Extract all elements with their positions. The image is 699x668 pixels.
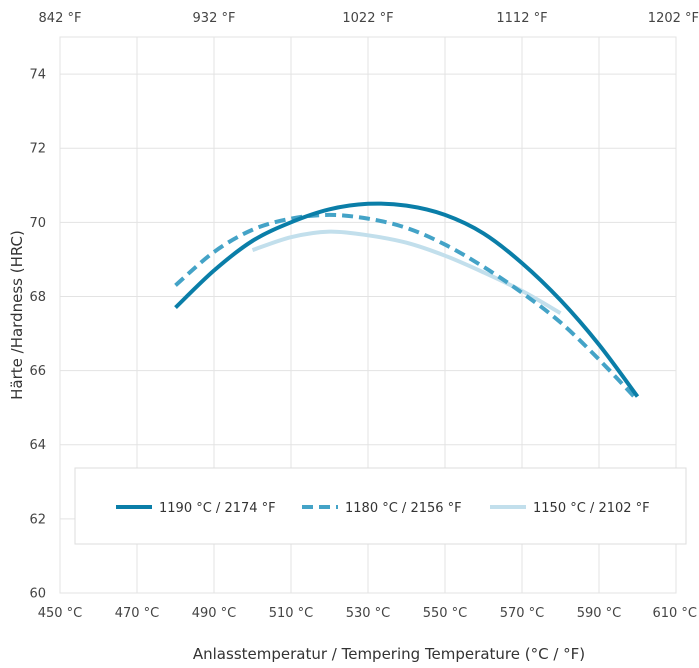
top-tick-label: 1112 °F bbox=[496, 11, 547, 26]
y-tick-label: 64 bbox=[29, 438, 46, 453]
x-tick-label: 470 °C bbox=[115, 606, 160, 621]
series-line bbox=[174, 201, 640, 398]
x-tick-label: 530 °C bbox=[346, 606, 391, 621]
y-axis-title: Härte /Hardness (HRC) bbox=[8, 230, 26, 400]
legend-label: 1180 °C / 2156 °F bbox=[345, 501, 462, 516]
x-tick-label: 450 °C bbox=[38, 606, 83, 621]
y-tick-label: 62 bbox=[29, 512, 46, 527]
y-tick-label: 60 bbox=[29, 587, 46, 602]
top-tick-label: 932 °F bbox=[193, 11, 236, 26]
x-axis-title: Anlasstemperatur / Tempering Temperature… bbox=[193, 645, 585, 663]
x-tick-label: 610 °C bbox=[652, 606, 697, 621]
x-tick-label: 590 °C bbox=[577, 606, 622, 621]
x-tick-label: 550 °C bbox=[423, 606, 468, 621]
legend-box bbox=[74, 467, 687, 545]
legend-label: 1150 °C / 2102 °F bbox=[533, 501, 650, 516]
tick-labels: 60 62 64 66 68 70 72 74 450 °C 470 °C 490 °C 510 °C… bbox=[29, 11, 699, 621]
x-tick-label: 490 °C bbox=[192, 606, 237, 621]
y-tick-label: 68 bbox=[29, 290, 46, 305]
series-line bbox=[251, 229, 562, 315]
y-tick-label: 74 bbox=[29, 68, 46, 83]
y-tick-label: 66 bbox=[29, 364, 46, 379]
top-tick-label: 1202 °F bbox=[648, 11, 699, 26]
x-tick-label: 570 °C bbox=[500, 606, 545, 621]
top-tick-label: 842 °F bbox=[39, 11, 82, 26]
series-line bbox=[174, 212, 639, 402]
x-tick-label: 510 °C bbox=[269, 606, 314, 621]
legend: 1190 °C / 2174 °F 1180 °C / 2156 °F 1150 °… bbox=[74, 467, 687, 545]
y-tick-label: 72 bbox=[29, 142, 46, 157]
top-tick-label: 1022 °F bbox=[342, 11, 393, 26]
series-lines bbox=[174, 201, 640, 402]
legend-label: 1190 °C / 2174 °F bbox=[159, 501, 276, 516]
y-tick-label: 70 bbox=[29, 216, 46, 231]
